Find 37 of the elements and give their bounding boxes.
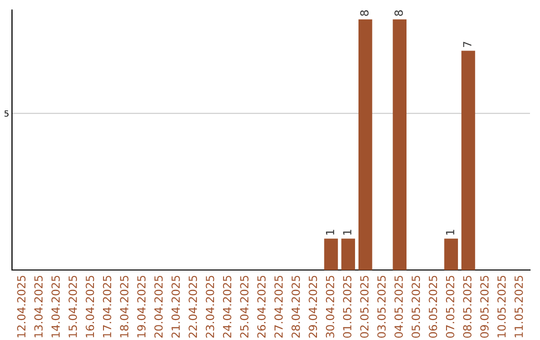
x-tick-label: 13.04.2025	[34, 276, 43, 338]
data-label: 8	[394, 10, 403, 16]
x-tick-label: 27.04.2025	[274, 276, 283, 338]
x-tick-label: 04.05.2025	[394, 276, 403, 338]
x-tick-label: 09.05.2025	[480, 276, 489, 338]
x-tick-label: 29.04.2025	[308, 276, 318, 338]
data-label: 7	[463, 42, 472, 48]
data-label: 8	[360, 10, 369, 16]
x-tick-label: 10.05.2025	[497, 276, 506, 338]
x-tick-label: 01.05.2025	[343, 276, 352, 338]
data-label: 1	[446, 230, 454, 235]
x-tick-label: 25.04.2025	[240, 276, 248, 338]
x-tick-label: 16.04.2025	[86, 276, 94, 338]
data-label: 1	[343, 230, 352, 235]
x-tick-label: 12.04.2025	[17, 276, 26, 338]
x-tick-label: 28.04.2025	[292, 276, 300, 338]
x-tick-label: 06.05.2025	[428, 276, 438, 338]
x-tick-label: 20.04.2025	[154, 276, 163, 338]
x-tick-label: 24.04.2025	[222, 276, 232, 338]
x-tick-label: 19.04.2025	[137, 276, 146, 338]
x-tick-label: 22.04.2025	[188, 276, 198, 338]
y-tick-label: 5	[4, 110, 8, 117]
x-tick-label: 02.05.2025	[360, 276, 369, 338]
x-tick-label: 08.05.2025	[463, 276, 472, 338]
x-tick-label: 21.04.2025	[171, 276, 180, 338]
x-tick-label: 03.05.2025	[377, 276, 386, 338]
x-tick-label: 14.04.2025	[51, 276, 60, 338]
x-tick-label: 15.04.2025	[68, 276, 77, 338]
x-tick-label: 23.04.2025	[206, 276, 214, 338]
x-tick-label: 07.05.2025	[446, 276, 454, 338]
x-tick-label: 18.04.2025	[120, 276, 128, 338]
x-tick-label: 17.04.2025	[102, 276, 112, 338]
x-tick-label: 11.05.2025	[514, 276, 523, 338]
x-tick-label: 30.04.2025	[326, 276, 334, 338]
data-label: 1	[326, 230, 334, 235]
x-tick-label: 26.04.2025	[257, 276, 266, 338]
x-tick-label: 05.05.2025	[412, 276, 420, 338]
